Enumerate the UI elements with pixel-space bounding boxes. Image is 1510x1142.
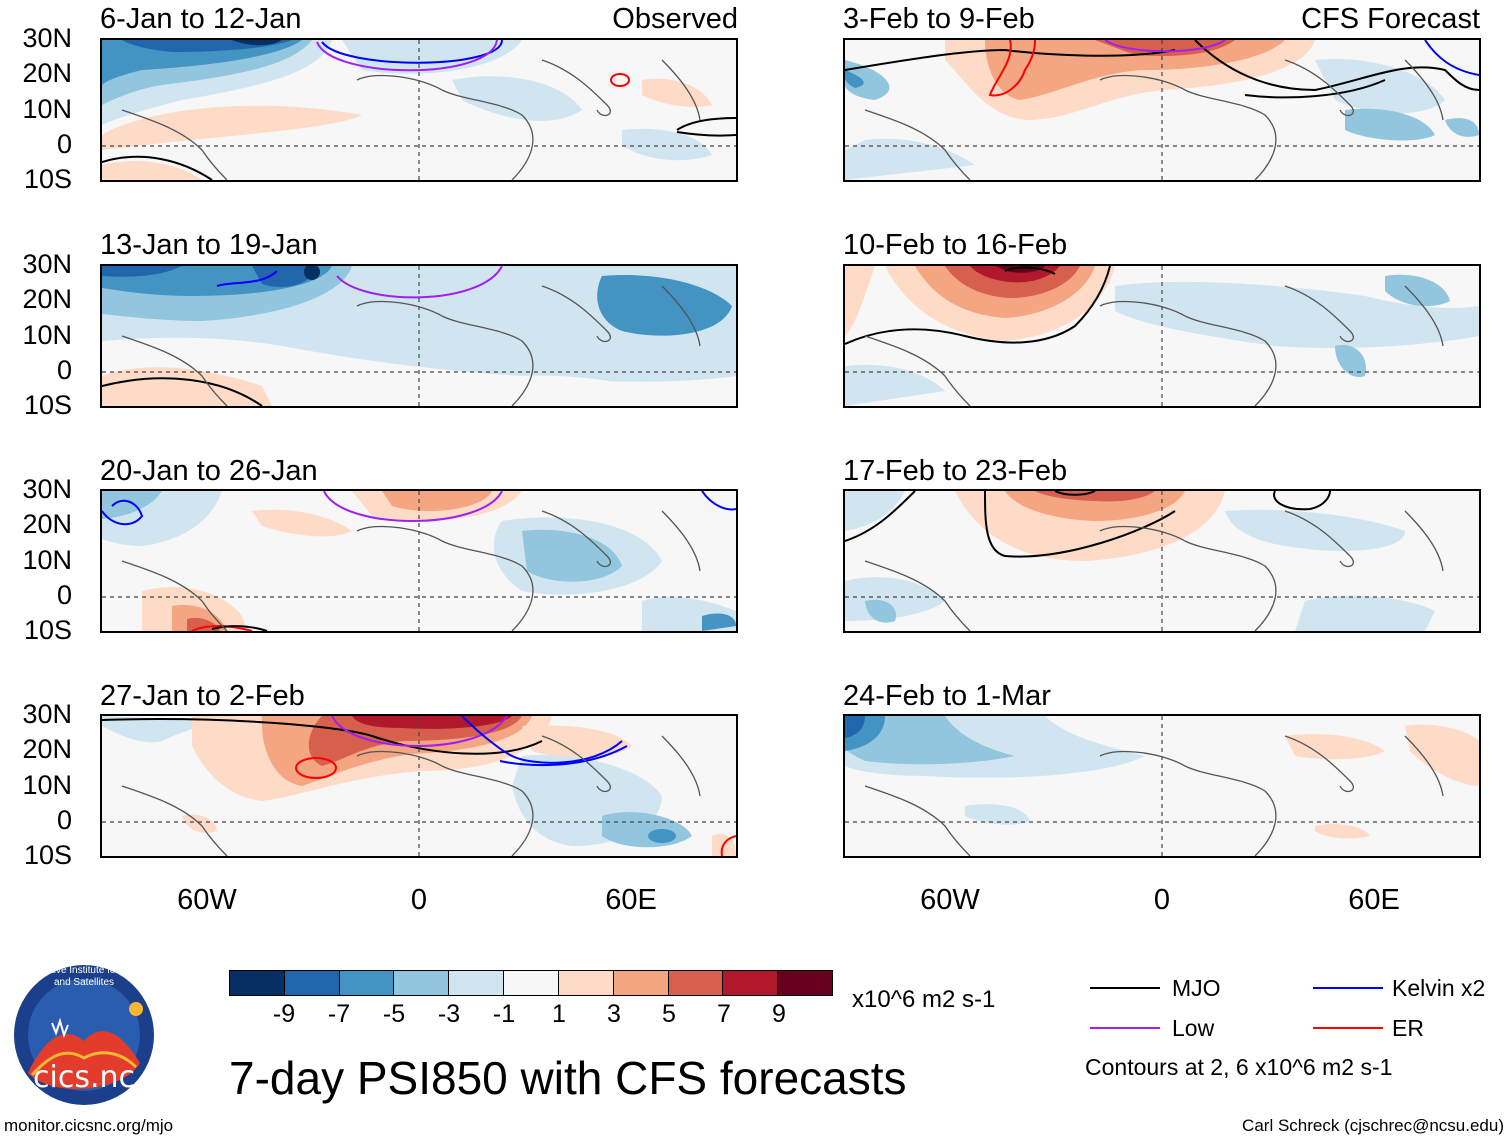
lat-label-0: 0 [56, 355, 72, 385]
panel-tag-observed: Observed [612, 3, 738, 35]
colorbar-swatch [448, 971, 504, 995]
colorbar-label: -7 [327, 1000, 351, 1028]
colorbar-label: 5 [662, 1000, 676, 1028]
lat-label-20n: 20N [22, 509, 72, 539]
cics-logo-icon [14, 965, 154, 1105]
colorbar-label: -5 [382, 1000, 406, 1028]
map-panel-4 [100, 714, 738, 858]
colorbar-label: 7 [717, 1000, 731, 1028]
colorbar [229, 970, 833, 996]
psi-field-map [102, 716, 736, 856]
lon-label-60w: 60W [920, 884, 980, 916]
colorbar-swatch [667, 971, 723, 995]
lat-label-20n: 20N [22, 734, 72, 764]
legend-line-er [1313, 1027, 1383, 1029]
colorbar-swatch [722, 971, 778, 995]
panel-tag-cfs: CFS Forecast [1301, 3, 1480, 35]
legend-label-er: ER [1392, 1015, 1424, 1041]
legend-line-kelvin [1313, 987, 1383, 989]
lat-label-10n: 10N [22, 320, 72, 350]
lon-label-60e: 60E [605, 884, 657, 916]
lat-label-10s: 10S [23, 164, 72, 194]
lat-label-20n: 20N [22, 58, 72, 88]
lon-label-60w: 60W [177, 884, 237, 916]
psi-field-map [102, 40, 736, 180]
lat-label-10s: 10S [23, 840, 72, 870]
colorbar-swatch [393, 971, 449, 995]
lat-label-20n: 20N [22, 284, 72, 314]
footer-url: monitor.cicsnc.org/mjo [4, 1116, 174, 1135]
legend-line-low [1090, 1027, 1160, 1029]
map-panel-7 [843, 489, 1481, 633]
lat-label-10s: 10S [23, 615, 72, 645]
map-panel-1 [100, 38, 738, 182]
lon-label-0: 0 [1153, 884, 1171, 916]
colorbar-swatch [283, 971, 339, 995]
lat-label-30n: 30N [22, 699, 72, 729]
lon-label-0: 0 [410, 884, 428, 916]
lat-label-10s: 10S [23, 390, 72, 420]
panel-title: 24-Feb to 1-Mar [843, 680, 1051, 712]
colorbar-label: 3 [607, 1000, 621, 1028]
colorbar-swatch [557, 971, 613, 995]
lat-label-30n: 30N [22, 474, 72, 504]
colorbar-swatch [503, 971, 558, 995]
panel-title: 17-Feb to 23-Feb [843, 455, 1068, 487]
lat-label-10n: 10N [22, 94, 72, 124]
cics-logo: Cooperative Institute for Climate and Sa… [12, 963, 156, 1107]
colorbar-label: -1 [492, 1000, 516, 1028]
psi-field-map [102, 491, 736, 631]
colorbar-swatch [612, 971, 668, 995]
colorbar-label: -3 [437, 1000, 461, 1028]
lat-label-0: 0 [56, 129, 72, 159]
colorbar-label: -9 [272, 1000, 296, 1028]
colorbar-label: 9 [772, 1000, 786, 1028]
logo-text: cics.nc [33, 1060, 135, 1095]
panel-title: 27-Jan to 2-Feb [100, 680, 305, 712]
map-panel-5 [843, 38, 1481, 182]
lat-label-30n: 30N [22, 23, 72, 53]
lat-label-30n: 30N [22, 249, 72, 279]
figure-title: 7-day PSI850 with CFS forecasts [229, 1052, 907, 1104]
map-panel-3 [100, 489, 738, 633]
legend-label-low: Low [1172, 1015, 1215, 1041]
panel-title: 13-Jan to 19-Jan [100, 229, 318, 261]
colorbar-swatch [777, 971, 832, 995]
colorbar-swatch [338, 971, 394, 995]
psi-field-map [102, 266, 736, 406]
psi-field-map [845, 491, 1479, 631]
lon-label-60e: 60E [1348, 884, 1400, 916]
map-panel-2 [100, 264, 738, 408]
panel-title: 20-Jan to 26-Jan [100, 455, 318, 487]
panel-title: 6-Jan to 12-Jan [100, 3, 302, 35]
lat-label-10n: 10N [22, 770, 72, 800]
lat-label-0: 0 [56, 805, 72, 835]
psi-field-map [845, 716, 1479, 856]
psi-field-map [845, 266, 1479, 406]
psi-field-map [845, 40, 1479, 180]
logo-ring-text: Cooperative Institute for Climate and Sa… [12, 965, 156, 988]
legend-line-mjo [1090, 987, 1160, 989]
legend-label-mjo: MJO [1172, 975, 1221, 1001]
colorbar-swatch [230, 971, 284, 995]
lat-label-10n: 10N [22, 545, 72, 575]
colorbar-units: x10^6 m2 s-1 [852, 986, 996, 1013]
map-panel-6 [843, 264, 1481, 408]
lat-label-0: 0 [56, 580, 72, 610]
panel-title: 10-Feb to 16-Feb [843, 229, 1068, 261]
footer-credit: Carl Schreck (cjschrec@ncsu.edu) [1242, 1116, 1504, 1135]
panel-title: 3-Feb to 9-Feb [843, 3, 1035, 35]
legend-note: Contours at 2, 6 x10^6 m2 s-1 [1085, 1054, 1393, 1080]
legend-label-kelvin: Kelvin x2 [1392, 975, 1486, 1001]
map-panel-8 [843, 714, 1481, 858]
colorbar-label: 1 [552, 1000, 566, 1028]
